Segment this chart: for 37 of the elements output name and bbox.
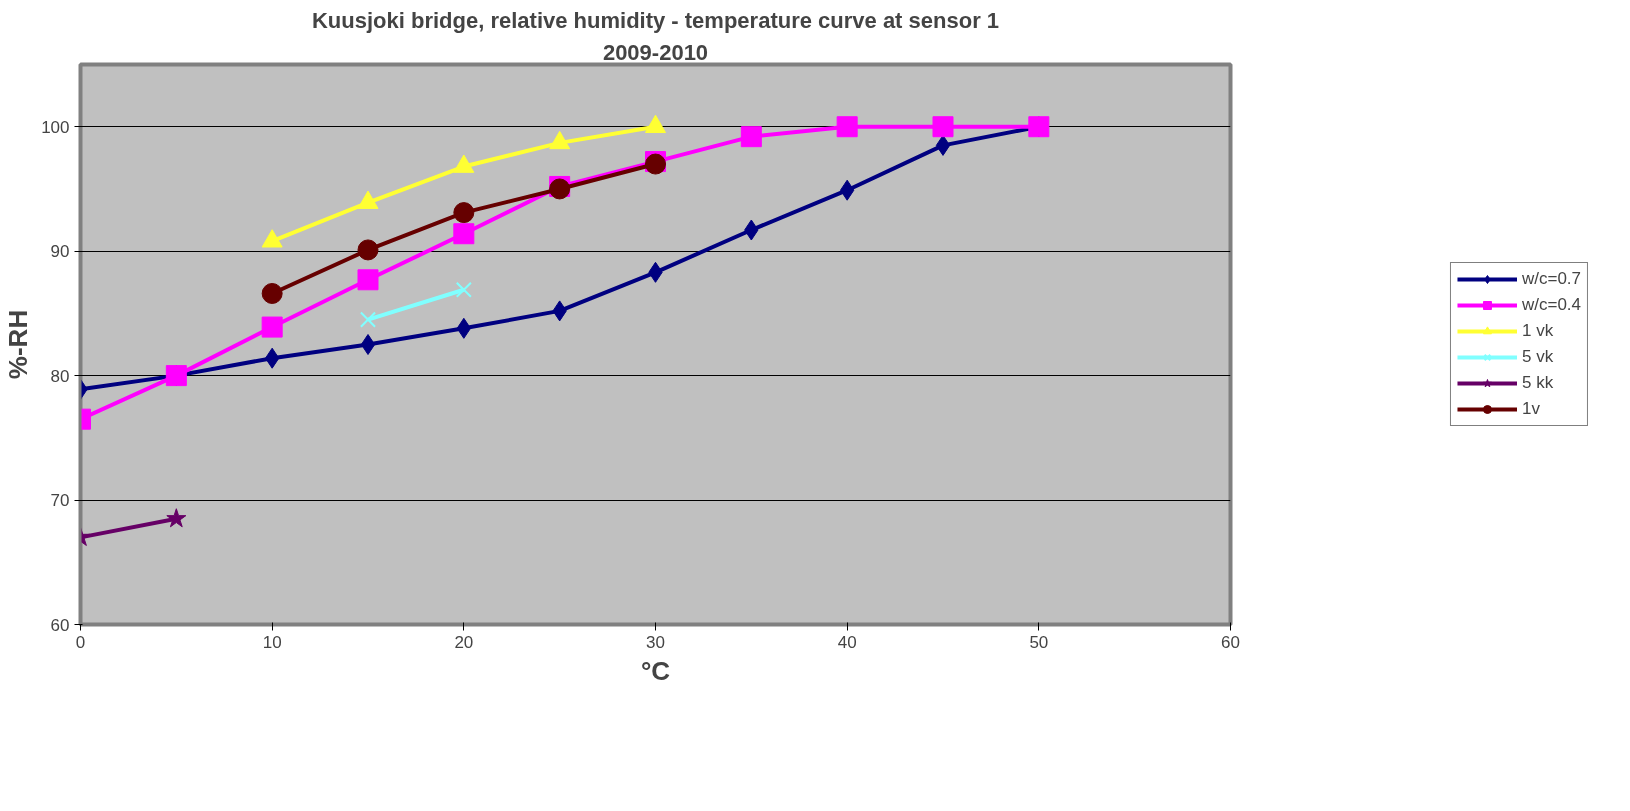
point xyxy=(453,223,475,245)
legend-label: 5 vk xyxy=(1521,347,1554,367)
point xyxy=(359,311,377,328)
x-tick-label: 0 xyxy=(75,632,86,652)
point xyxy=(932,116,954,138)
y-tick-label: 70 xyxy=(50,491,70,511)
point xyxy=(740,126,762,148)
legend-label: 5 kk xyxy=(1521,373,1554,393)
legend-label: 1v xyxy=(1521,399,1541,419)
legend-label: w/c=0.4 xyxy=(1521,295,1582,315)
point xyxy=(261,316,283,338)
x-tick-label: 20 xyxy=(454,632,474,652)
point xyxy=(1028,116,1050,138)
x-tick-label: 50 xyxy=(1029,632,1049,652)
x-tick-label: 10 xyxy=(262,632,282,652)
y-tick-label: 90 xyxy=(50,242,70,262)
y-tick-label: 100 xyxy=(41,117,70,137)
x-tick-label: 60 xyxy=(1221,632,1240,652)
point xyxy=(165,365,187,387)
x-tick-label: 30 xyxy=(646,632,665,652)
y-tick-label: 80 xyxy=(50,366,70,386)
point xyxy=(360,334,376,355)
point xyxy=(836,116,858,138)
y-axis-title: %-RH xyxy=(3,309,34,380)
chart-title: Kuusjoki bridge, relative humidity - temperature curve at sensor 1 xyxy=(311,7,1000,33)
point xyxy=(453,202,475,224)
point xyxy=(261,283,283,304)
x-tick-label: 40 xyxy=(837,632,857,652)
point xyxy=(357,239,379,261)
point xyxy=(357,269,379,291)
legend-label: 1 vk xyxy=(1521,321,1554,341)
y-tick-label: 60 xyxy=(50,615,70,635)
x-axis-title: °C xyxy=(640,655,671,686)
legend-label: w/c=0.7 xyxy=(1521,269,1582,289)
chart-subtitle: 2009-2010 xyxy=(602,39,709,65)
point xyxy=(455,281,472,298)
point xyxy=(935,134,951,156)
